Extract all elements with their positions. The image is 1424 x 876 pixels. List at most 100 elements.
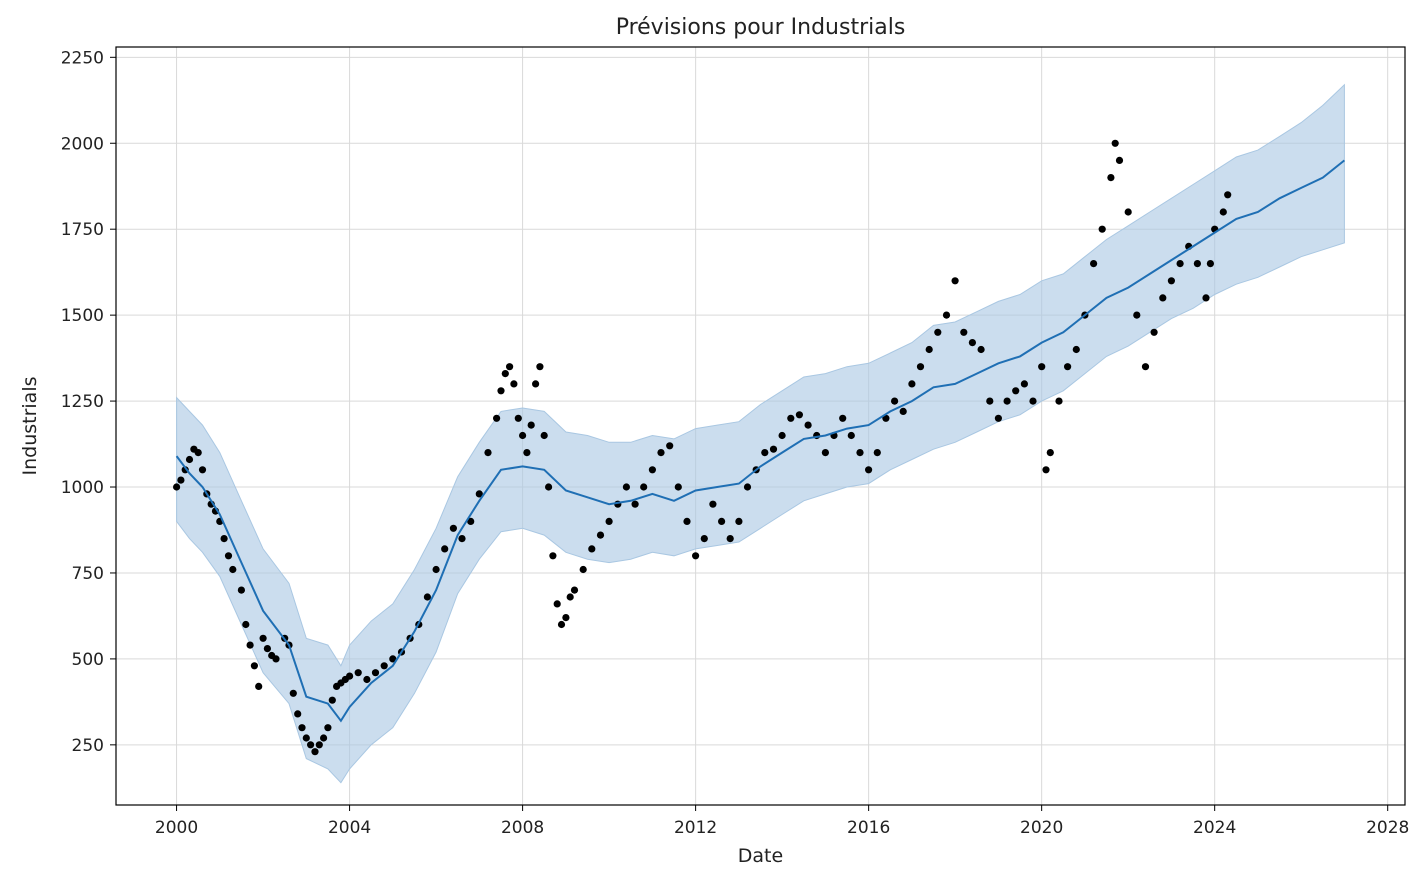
observed-point xyxy=(467,517,475,526)
observed-point xyxy=(787,414,795,422)
observed-point xyxy=(263,645,271,653)
observed-point xyxy=(960,328,968,336)
observed-point xyxy=(631,500,639,508)
x-axis-ticks: 2000 2004 2008 2012 2016 2020 2024 2028 xyxy=(155,805,1409,838)
observed-point xyxy=(804,421,812,429)
observed-point xyxy=(865,466,873,474)
y-tick-label: 250 xyxy=(72,736,104,756)
observed-point xyxy=(298,724,306,732)
observed-point xyxy=(363,675,371,684)
forecast-line xyxy=(175,159,1346,723)
observed-point xyxy=(1133,311,1141,319)
observed-point xyxy=(255,682,263,691)
observed-point xyxy=(185,455,194,464)
observed-point xyxy=(549,552,557,560)
x-tick-label: 2020 xyxy=(1020,818,1063,838)
observed-point xyxy=(942,311,951,319)
observed-point xyxy=(307,741,315,749)
observed-point xyxy=(324,724,332,732)
observed-point xyxy=(977,345,985,354)
x-tick-label: 2028 xyxy=(1366,818,1409,838)
observed-point xyxy=(484,449,492,457)
observed-point xyxy=(934,328,942,336)
observed-point xyxy=(718,517,726,526)
observed-point xyxy=(545,483,553,491)
observed-point xyxy=(229,565,237,574)
observed-point xyxy=(761,449,769,457)
observed-point xyxy=(272,655,280,663)
observed-point xyxy=(1098,225,1106,233)
observed-point xyxy=(441,545,449,553)
observed-point xyxy=(250,662,258,670)
observed-point xyxy=(795,411,804,419)
observed-point xyxy=(640,483,648,491)
chart-title: Prévisions pour Industrials xyxy=(616,15,906,40)
observed-point xyxy=(1193,260,1201,268)
observed-point xyxy=(1003,397,1011,405)
observed-point xyxy=(1150,328,1158,336)
observed-point xyxy=(519,431,527,440)
observed-point xyxy=(198,466,207,474)
observed-point xyxy=(648,466,657,474)
observed-point xyxy=(925,345,933,354)
observed-point xyxy=(683,517,691,526)
observed-point xyxy=(1202,294,1210,302)
observed-point xyxy=(951,277,959,285)
observed-point xyxy=(588,545,596,553)
observed-point xyxy=(553,600,561,608)
observed-point xyxy=(1046,449,1054,457)
observed-point xyxy=(666,442,674,450)
observed-point xyxy=(259,634,267,642)
observed-point xyxy=(246,641,254,649)
observed-point xyxy=(692,552,700,560)
observed-point xyxy=(506,363,514,371)
observed-point xyxy=(566,593,574,601)
y-tick-label: 500 xyxy=(72,650,104,670)
observed-point xyxy=(523,449,531,457)
observed-point xyxy=(1141,363,1150,371)
y-tick-label: 2250 xyxy=(61,48,104,68)
observed-point xyxy=(320,734,328,742)
observed-point xyxy=(540,431,548,440)
observed-point xyxy=(1115,156,1124,164)
grid-lines xyxy=(116,47,1405,805)
observed-point xyxy=(622,483,631,491)
observed-point xyxy=(821,449,830,457)
observed-points xyxy=(173,139,1232,756)
observed-point xyxy=(510,380,518,388)
observed-point xyxy=(194,449,202,457)
observed-point xyxy=(1224,191,1232,199)
observed-point xyxy=(294,710,302,718)
observed-point xyxy=(557,620,566,629)
observed-point xyxy=(1124,208,1132,216)
observed-point xyxy=(501,370,509,378)
observed-point xyxy=(1012,387,1020,395)
observed-point xyxy=(389,655,397,663)
y-axis-label: Industrials xyxy=(19,376,41,475)
observed-point xyxy=(778,431,786,440)
observed-point xyxy=(856,449,864,457)
observed-point xyxy=(475,490,483,498)
observed-point xyxy=(289,689,297,697)
observed-point xyxy=(449,524,457,532)
observed-point xyxy=(224,552,233,560)
observed-point xyxy=(579,565,587,574)
observed-point xyxy=(532,380,540,388)
observed-point xyxy=(371,669,380,677)
y-axis-ticks: 250 500 750 1000 1250 1500 1750 2000 2250 xyxy=(61,48,116,756)
observed-point xyxy=(302,734,310,742)
observed-point xyxy=(423,593,431,601)
observed-point xyxy=(177,476,185,484)
observed-point xyxy=(458,535,466,543)
observed-point xyxy=(1038,363,1046,371)
observed-point xyxy=(237,586,245,594)
observed-point xyxy=(899,407,907,415)
y-tick-label: 750 xyxy=(72,564,104,584)
observed-point xyxy=(1219,208,1227,216)
observed-point xyxy=(657,449,665,457)
observed-point xyxy=(242,620,250,629)
observed-point xyxy=(514,414,522,422)
observed-point xyxy=(1064,363,1072,371)
observed-point xyxy=(735,517,743,526)
